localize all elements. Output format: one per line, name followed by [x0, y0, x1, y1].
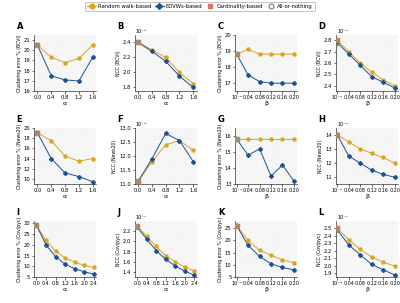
- X-axis label: β: β: [365, 287, 369, 292]
- Text: I: I: [17, 208, 20, 218]
- Point: [234, 137, 240, 142]
- X-axis label: β: β: [264, 287, 268, 292]
- Point: [34, 43, 41, 48]
- Y-axis label: Clustering error % (Cov/pyc): Clustering error % (Cov/pyc): [218, 216, 223, 282]
- X-axis label: β: β: [365, 194, 369, 199]
- X-axis label: α: α: [63, 287, 67, 292]
- Text: L: L: [318, 208, 324, 218]
- X-axis label: β: β: [264, 194, 268, 199]
- Point: [33, 223, 40, 228]
- Y-axis label: NCC (BCVI): NCC (BCVI): [116, 50, 120, 76]
- Y-axis label: NCC (BCVI): NCC (BCVI): [317, 50, 322, 76]
- X-axis label: α: α: [63, 101, 67, 106]
- Point: [135, 40, 141, 45]
- Point: [135, 40, 141, 45]
- Y-axis label: Clustering error % (News20): Clustering error % (News20): [218, 123, 223, 189]
- X-axis label: α: α: [164, 287, 168, 292]
- Point: [34, 131, 41, 135]
- Point: [334, 40, 340, 45]
- Point: [334, 132, 340, 137]
- Point: [34, 131, 41, 135]
- Y-axis label: NCC (Cov/pyc): NCC (Cov/pyc): [116, 232, 120, 266]
- Point: [33, 223, 40, 228]
- Point: [135, 179, 141, 184]
- Point: [234, 223, 240, 228]
- Point: [34, 43, 41, 48]
- Text: G: G: [218, 115, 225, 125]
- Point: [135, 179, 141, 184]
- Y-axis label: NCC (News20): NCC (News20): [318, 139, 324, 173]
- Text: 10⁻⁷: 10⁻⁷: [337, 215, 348, 220]
- Point: [134, 225, 140, 229]
- X-axis label: β: β: [264, 101, 268, 106]
- Point: [334, 226, 340, 231]
- Text: H: H: [318, 115, 325, 125]
- Text: E: E: [17, 115, 22, 125]
- Y-axis label: Clustering error % (News20): Clustering error % (News20): [16, 123, 22, 189]
- Text: 10⁻⁴: 10⁻⁴: [337, 122, 348, 127]
- Point: [334, 228, 340, 232]
- X-axis label: β: β: [365, 101, 369, 106]
- Legend: Random walk-based, EDVWs-based, Cardinality-based, All-or-nothing: Random walk-based, EDVWs-based, Cardinal…: [85, 2, 315, 11]
- Point: [334, 38, 340, 43]
- Y-axis label: Clustering error % (BCVI): Clustering error % (BCVI): [16, 34, 22, 92]
- Y-axis label: NCC (News20): NCC (News20): [112, 139, 117, 173]
- Point: [334, 132, 340, 137]
- Point: [134, 224, 140, 228]
- Y-axis label: NCC (Cov/pyc): NCC (Cov/pyc): [317, 232, 322, 266]
- Point: [234, 52, 240, 57]
- Text: D: D: [318, 22, 326, 32]
- Text: F: F: [117, 115, 123, 125]
- Text: A: A: [17, 22, 23, 32]
- Point: [234, 52, 240, 57]
- Text: 10⁻⁵: 10⁻⁵: [136, 29, 147, 34]
- Point: [234, 223, 240, 228]
- Text: 10⁻⁵: 10⁻⁵: [136, 122, 147, 127]
- Text: B: B: [117, 22, 124, 32]
- X-axis label: α: α: [63, 194, 67, 199]
- X-axis label: α: α: [164, 101, 168, 106]
- Text: 10⁻⁷: 10⁻⁷: [136, 215, 147, 220]
- Text: J: J: [117, 208, 120, 218]
- X-axis label: α: α: [164, 194, 168, 199]
- Y-axis label: Clustering error % (BCVI): Clustering error % (BCVI): [218, 34, 223, 92]
- Text: C: C: [218, 22, 224, 32]
- Text: 10⁻⁵: 10⁻⁵: [337, 29, 348, 34]
- Y-axis label: Clustering error % (Cov/pyc): Clustering error % (Cov/pyc): [16, 216, 22, 282]
- Text: K: K: [218, 208, 224, 218]
- Point: [234, 137, 240, 142]
